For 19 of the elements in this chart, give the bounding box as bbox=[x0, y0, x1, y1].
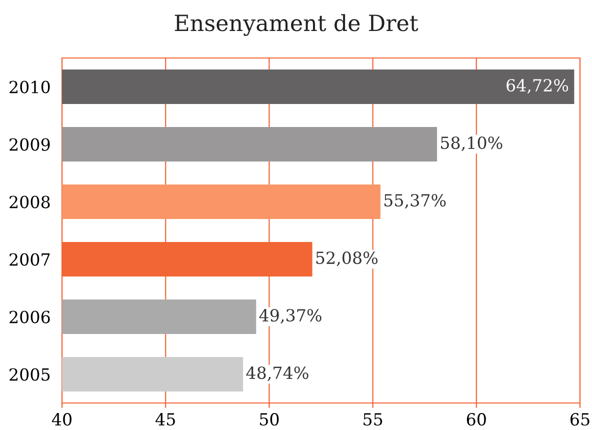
y-tick-label: 2006 bbox=[10, 310, 50, 324]
data-label: 48,74% bbox=[246, 366, 308, 382]
data-label: 52,08% bbox=[316, 251, 378, 266]
x-tick-label: 40 bbox=[52, 413, 72, 426]
y-tick-label: 2005 bbox=[10, 368, 50, 381]
chart-title: Ensenyament de Dret bbox=[174, 14, 418, 36]
x-tick-label: 55 bbox=[364, 413, 382, 426]
x-tick-label: 60 bbox=[466, 413, 486, 426]
x-tick-label: 45 bbox=[156, 413, 175, 426]
data-label: 58,10% bbox=[441, 136, 502, 152]
x-tick-label: 65 bbox=[570, 413, 590, 426]
x-tick-label: 50 bbox=[260, 413, 279, 426]
y-tick-label: 2009 bbox=[10, 138, 50, 151]
data-label: 55,37% bbox=[384, 194, 446, 209]
y-tick-label: 2008 bbox=[10, 196, 50, 208]
data-label: 49,37% bbox=[259, 308, 322, 324]
data-label: 64,72% bbox=[506, 78, 568, 94]
y-tick-label: 2007 bbox=[10, 253, 50, 266]
y-tick-label: 2010 bbox=[10, 80, 50, 94]
